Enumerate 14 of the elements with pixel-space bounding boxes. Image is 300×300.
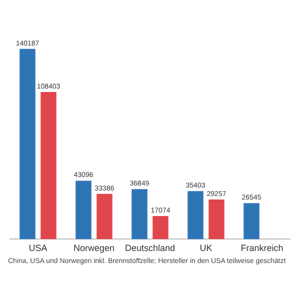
bar <box>76 180 92 240</box>
bar <box>208 199 224 240</box>
bar <box>20 48 36 240</box>
bar <box>244 203 260 240</box>
bar <box>132 189 148 240</box>
bar <box>152 216 168 240</box>
bar <box>40 92 56 240</box>
x-tick-label: Deutschland <box>124 243 176 254</box>
x-tick-label: UK <box>200 243 212 254</box>
bar <box>96 194 112 240</box>
x-tick-label: Norwegen <box>73 243 115 254</box>
bar <box>188 191 204 240</box>
x-tick-label: Frankreich <box>240 243 284 254</box>
x-tick-label: USA <box>28 243 48 254</box>
